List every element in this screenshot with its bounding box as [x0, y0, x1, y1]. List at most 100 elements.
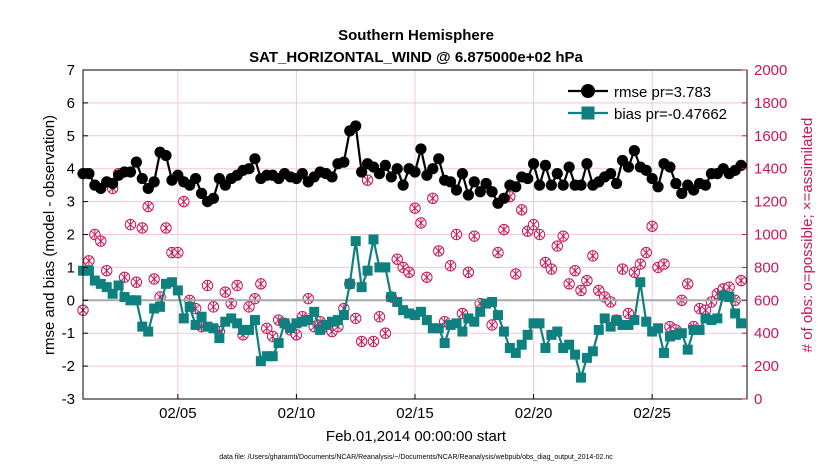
obs-count-point: [486, 319, 498, 331]
bias-point: [415, 306, 426, 317]
bias-point: [653, 323, 664, 334]
bias-point: [635, 277, 646, 288]
bias-point: [83, 265, 94, 276]
obs-count-point: [628, 266, 641, 279]
obs-count-point: [557, 230, 569, 242]
rmse-point: [356, 166, 368, 178]
rmse-point: [456, 168, 469, 180]
bias-point: [261, 351, 272, 362]
y2-tick-label: 600: [754, 292, 779, 309]
obs-count-point: [640, 246, 652, 259]
bias-point: [309, 306, 320, 317]
bias-point: [196, 311, 207, 322]
bias-point: [315, 324, 326, 335]
bias-point: [362, 265, 373, 276]
bias-point: [226, 313, 237, 324]
obs-count-point: [255, 278, 267, 290]
bias-point: [137, 321, 148, 332]
y-axis-left-ticks: -3 -2 -1 0 1 2 3 4 5 6 7: [62, 62, 88, 408]
bias-point: [664, 331, 675, 342]
rmse-point: [605, 168, 617, 180]
y2-tick-label: 1200: [754, 194, 787, 211]
bias-point: [190, 319, 201, 330]
bias-point: [285, 323, 296, 334]
y-tick-label: 1: [67, 259, 75, 276]
bias-point: [392, 296, 403, 307]
bias-point: [730, 308, 741, 319]
y-axis-right-ticks: 0 200 400 600 800 1000 1200 1400 1600 1800 2000: [742, 62, 787, 408]
obs-count-point: [124, 218, 137, 231]
bias-point: [356, 282, 367, 293]
rmse-point: [557, 179, 569, 191]
obs-count-point: [172, 246, 184, 259]
bias-point: [208, 323, 219, 334]
obs-count-point: [634, 258, 646, 270]
rmse-point: [622, 161, 635, 173]
obs-count-point: [527, 218, 540, 231]
obs-count-point: [160, 222, 172, 234]
obs-count-point: [178, 195, 190, 208]
bias-point: [712, 313, 723, 324]
rmse-point: [480, 177, 492, 190]
obs-count-point: [551, 240, 563, 252]
bias-point: [706, 315, 717, 326]
obs-count-point: [409, 202, 421, 214]
data-file-footnote: data file: /Users/gharamti/Documents/NCA…: [219, 454, 613, 461]
y-tick-label: 3: [67, 194, 75, 211]
x-axis-label: Feb.01,2014 00:00:00 start: [326, 428, 507, 445]
bias-point: [249, 315, 260, 326]
obs-count-point: [682, 278, 694, 290]
bias-point: [244, 324, 254, 335]
obs-count-point: [444, 260, 457, 272]
y-tick-label: 5: [67, 128, 75, 145]
rmse-point: [462, 189, 474, 201]
rmse-point: [450, 184, 463, 196]
rmse-point: [243, 163, 255, 175]
bias-point: [433, 323, 444, 334]
rmse-point: [338, 156, 350, 168]
rmse-series: [77, 120, 747, 209]
obs-count-point: [421, 271, 433, 283]
rmse-point: [160, 149, 172, 162]
y-axis-left-label: rmse and bias (model - observation): [41, 115, 58, 355]
obs-count-point: [604, 296, 617, 308]
rmse-point: [326, 171, 338, 183]
rmse-point: [628, 145, 640, 157]
obs-count-point: [498, 223, 510, 236]
obs-count-point: [468, 230, 480, 242]
y2-tick-label: 200: [754, 358, 779, 375]
rmse-point: [486, 186, 498, 198]
rmse-point: [676, 187, 688, 199]
rmse-point: [136, 172, 148, 185]
obs-count-point: [83, 255, 95, 267]
bias-point: [202, 321, 213, 332]
obs-count-point: [391, 253, 403, 265]
rmse-point: [468, 176, 480, 188]
rmse-point: [195, 187, 208, 199]
rmse-point: [551, 168, 563, 180]
rmse-point: [563, 161, 575, 173]
obs-count-point: [492, 246, 504, 259]
bias-point: [617, 319, 628, 330]
y-tick-label: -3: [62, 391, 75, 408]
bias-point: [149, 303, 160, 314]
rmse-point: [610, 177, 623, 190]
bias-point: [510, 347, 521, 358]
bias-point: [570, 349, 581, 360]
rmse-point: [427, 163, 439, 175]
rmse-point: [130, 156, 142, 168]
bias-point: [528, 318, 539, 329]
bias-point: [344, 278, 355, 289]
rmse-point: [581, 158, 593, 170]
bias-point: [623, 319, 634, 330]
bias-point: [694, 324, 705, 335]
bias-point: [380, 262, 391, 273]
rmse-point: [350, 120, 362, 132]
y-axis-right-label: # of obs: o=possible; ×=assimilated: [799, 118, 816, 353]
rmse-point: [652, 181, 664, 193]
obs-count-point: [533, 228, 546, 241]
obs-count-point: [95, 235, 107, 247]
bias-point: [487, 296, 498, 307]
obs-count-point: [433, 245, 445, 257]
